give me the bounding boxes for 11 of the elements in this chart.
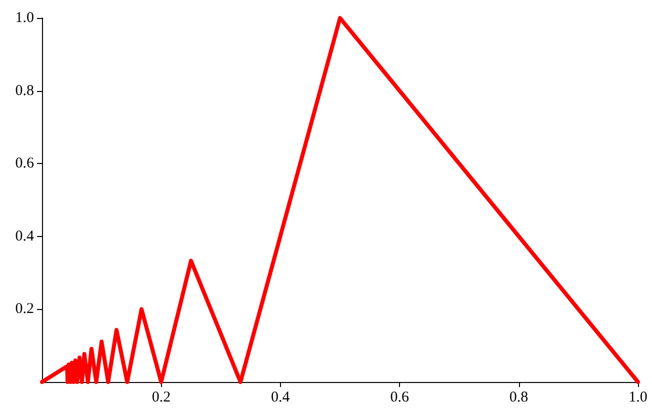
y-tick-label: 0.8 bbox=[15, 82, 34, 99]
line-series bbox=[40, 16, 640, 384]
x-tick-label: 0.6 bbox=[390, 390, 410, 406]
y-tick-label: 0.2 bbox=[15, 301, 34, 318]
x-tick-label: 1.0 bbox=[628, 390, 648, 406]
y-tick-label: 0.6 bbox=[15, 156, 34, 172]
y-tick-label: 1.0 bbox=[15, 10, 34, 26]
x-tick-label: 0.8 bbox=[509, 390, 528, 406]
x-tick-label: 0.2 bbox=[152, 390, 171, 406]
x-tick-label: 0.4 bbox=[271, 390, 290, 406]
y-tick-label: 0.4 bbox=[15, 228, 34, 244]
